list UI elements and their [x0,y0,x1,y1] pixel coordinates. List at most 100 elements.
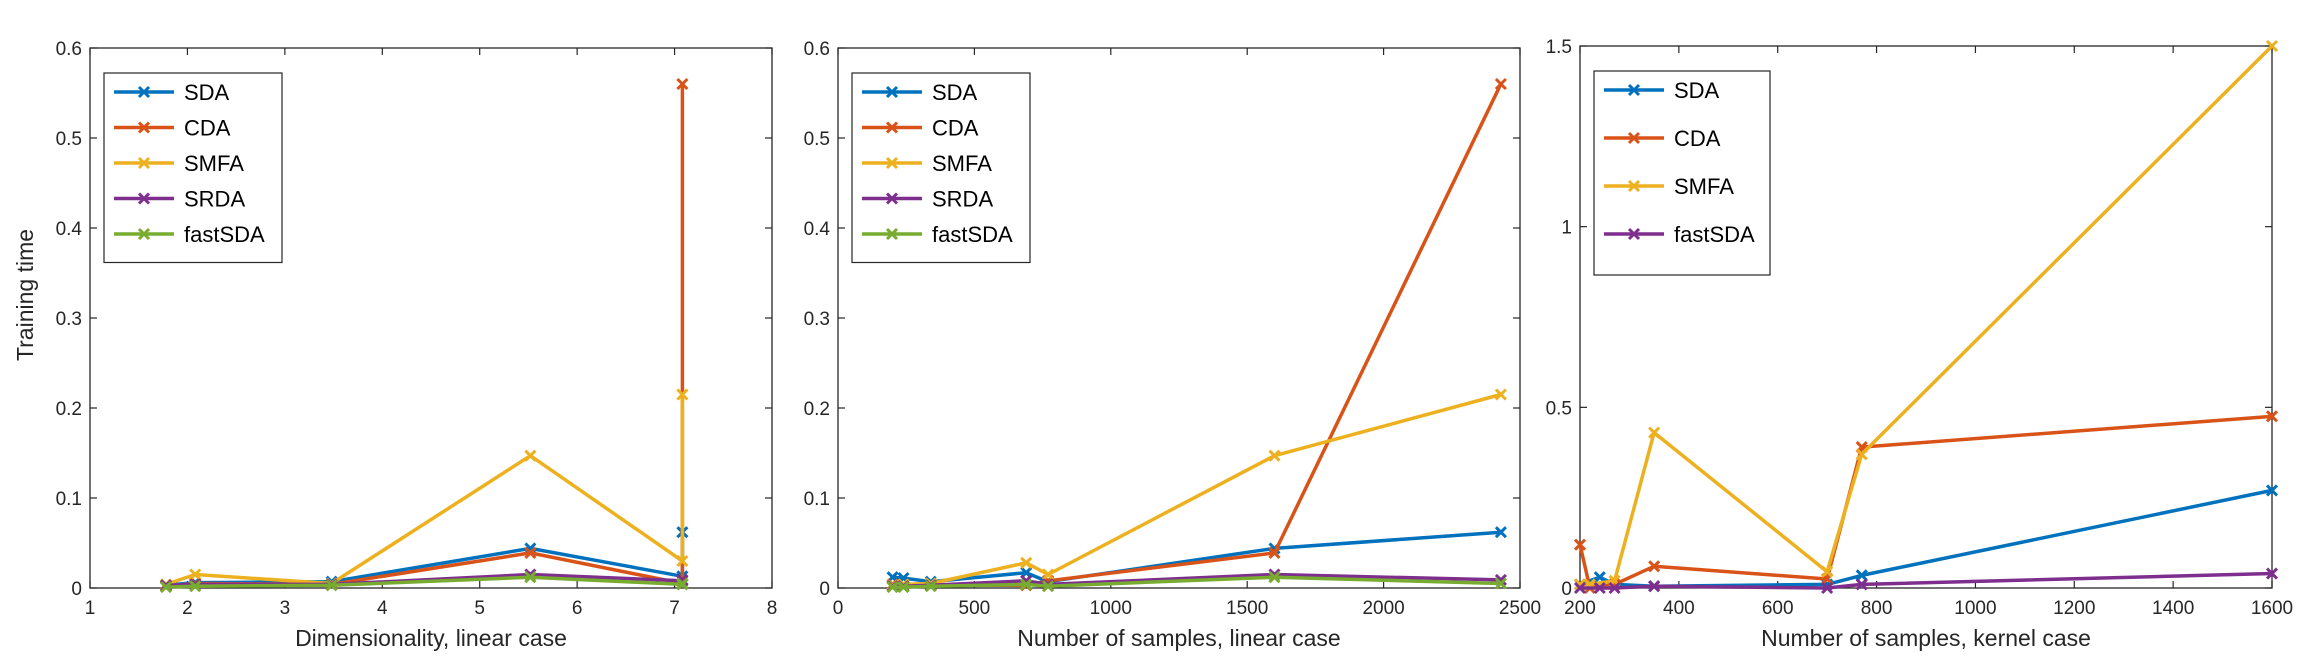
legend-label: SRDA [184,187,245,212]
data-point [524,449,537,462]
y-tick-label: 0.1 [804,489,830,510]
y-tick-label: 0.4 [56,219,83,240]
data-point [1494,388,1507,401]
data-point [676,554,689,568]
x-tick-label: 400 [1663,598,1695,619]
data-point [2265,39,2279,53]
x-tick-label: 1000 [1954,598,1996,619]
data-point [1041,580,1055,593]
legend-label: CDA [1674,126,1721,151]
y-tick-label: 0 [71,579,82,600]
x-axis-label: Number of samples, kernel case [1761,625,2091,651]
data-point [325,579,338,592]
legend-label: fastSDA [184,222,265,247]
x-tick-label: 600 [1762,598,1794,619]
data-point [1494,77,1507,91]
legend-entry-smfa: SMFA [114,151,244,176]
data-point [1041,568,1055,581]
y-tick-label: 0.3 [56,309,82,330]
legend-label: CDA [184,116,231,141]
legend-label: SMFA [1674,174,1734,199]
legend-box [1593,70,1771,276]
data-point [1855,569,1868,582]
data-point [676,577,689,590]
y-tick-label: 0.2 [804,399,830,420]
legend-entry-smfa: SMFA [1604,174,1734,199]
data-point [1593,571,1606,584]
y-tick-label: 0.3 [804,309,830,330]
x-tick-label: 8 [767,598,778,619]
data-point [1494,577,1507,590]
x-axis-label: Number of samples, linear case [1017,625,1340,651]
data-point [1648,580,1661,593]
legend-label: fastSDA [932,222,1013,247]
data-point [1648,426,1661,439]
legend-label: SMFA [932,151,992,176]
y-axis-label: Training time [12,229,38,361]
legend-entry-sda: SDA [862,80,978,105]
x-tick-label: 1200 [2053,598,2095,619]
data-point [189,580,202,593]
x-tick-label: 1400 [2152,598,2194,619]
legend-label: SDA [1674,78,1720,103]
data-point [676,388,689,401]
legend-entry-cda: CDA [862,116,979,141]
series-fastsda [159,571,689,594]
legend-label: fastSDA [1674,222,1755,247]
data-point [2265,484,2279,497]
legend-entry-sda: SDA [114,80,230,105]
x-tick-label: 6 [572,598,583,619]
y-tick-label: 0.6 [56,39,82,60]
x-tick-label: 3 [280,598,291,619]
x-axis-label: Dimensionality, linear case [295,625,567,651]
x-tick-label: 2 [182,598,193,619]
legend: SDA CDA SMFA SRDA fastSDA [103,72,283,264]
legend-entry-srda: SRDA [114,187,245,212]
legend: SDA CDA SMFA SRDA fastSDA [851,72,1031,264]
data-point [2265,567,2279,580]
legend-label: SMFA [184,151,244,176]
data-point [1268,571,1281,584]
chart-panel-3: 200 400 600 800 1000 1200 1400 1600 0 0.5 1 1.5 Numb… [1546,37,2294,651]
y-tick-label: 1.5 [1546,37,1572,58]
series-fastsda [1573,567,2279,595]
legend-box [851,72,1031,264]
legend-label: SRDA [932,187,993,212]
y-tick-label: 0 [1561,579,1572,600]
data-point [886,581,899,594]
data-point [1020,578,1033,591]
data-point [1494,526,1507,539]
y-tick-label: 0.4 [804,219,831,240]
legend-label: CDA [932,116,979,141]
data-point [1855,448,1868,461]
data-point [1268,546,1281,559]
data-point [1593,581,1606,595]
legend-entry-cda: CDA [1604,126,1721,151]
data-point [189,568,202,581]
legend-box [103,72,283,264]
y-tick-label: 1 [1561,218,1572,239]
y-tick-label: 0.5 [804,129,830,150]
y-tick-label: 0.2 [56,399,82,420]
y-tick-label: 0.5 [56,129,82,150]
legend-label: SDA [932,80,978,105]
legend-entry-cda: CDA [114,116,231,141]
data-point [1573,581,1587,595]
x-tick-label: 1600 [2251,598,2293,619]
data-point [1608,581,1621,595]
series-line [165,394,685,587]
x-tick-label: 2500 [1499,598,1541,619]
x-tick-label: 0 [833,598,844,619]
y-tick-label: 0.1 [56,489,82,510]
data-point [676,77,689,91]
data-point [1020,556,1033,569]
legend-entry-srda: SRDA [862,187,993,212]
x-tick-label: 7 [669,598,680,619]
x-tick-label: 200 [1564,598,1596,619]
data-point [1855,578,1868,591]
data-point [2265,410,2279,423]
y-tick-label: 0.5 [1546,398,1572,419]
legend-entry-smfa: SMFA [862,151,992,176]
data-point [524,546,537,559]
